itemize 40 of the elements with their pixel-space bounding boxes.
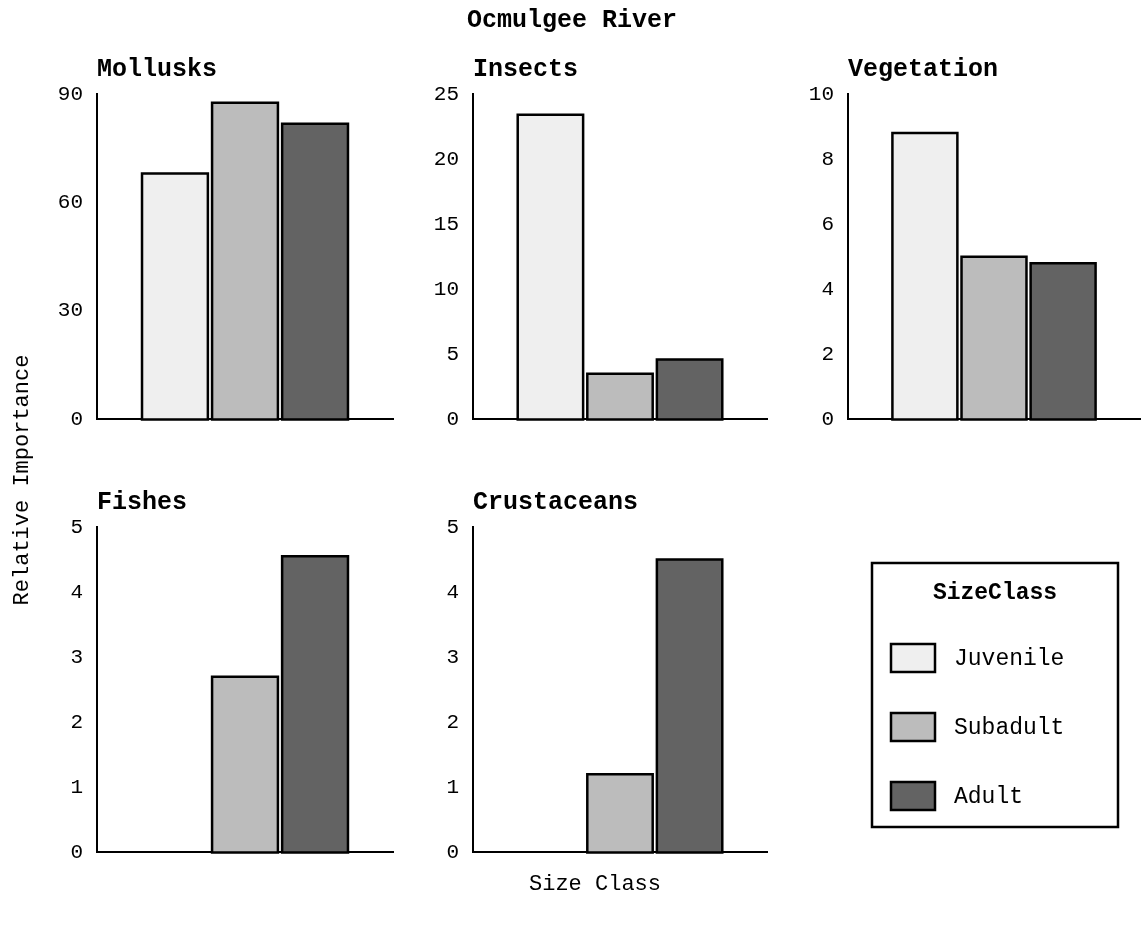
y-tick-label: 4 <box>821 277 834 301</box>
y-tick-label: 5 <box>70 515 83 539</box>
legend-label: Adult <box>954 784 1024 811</box>
y-tick-label: 0 <box>446 407 459 431</box>
chart-title: Mollusks <box>97 55 218 85</box>
y-tick-label: 4 <box>70 580 83 604</box>
y-tick-label: 1 <box>446 775 459 799</box>
y-tick-label: 30 <box>57 299 83 323</box>
y-tick-label: 20 <box>433 147 459 171</box>
y-tick-label: 25 <box>433 82 459 106</box>
y-tick-label: 90 <box>57 82 83 106</box>
y-tick-label: 2 <box>446 710 459 734</box>
y-tick-label: 2 <box>70 710 83 734</box>
y-tick-label: 3 <box>70 645 83 669</box>
y-tick-label: 10 <box>433 277 459 301</box>
y-tick-label: 0 <box>70 407 83 431</box>
y-tick-label: 15 <box>433 212 459 236</box>
y-tick-label: 0 <box>821 407 834 431</box>
y-tick-label: 5 <box>446 515 459 539</box>
y-tick-label: 5 <box>446 342 459 366</box>
y-tick-label: 2 <box>821 342 834 366</box>
legend-title: SizeClass <box>932 579 1058 606</box>
text: Ocmulgee River <box>465 6 678 35</box>
chart-title: Fishes <box>97 488 188 518</box>
legend-label: Subadult <box>954 715 1065 742</box>
text: Size Class <box>528 872 662 897</box>
chart-title: Insects <box>473 55 579 85</box>
y-tick-label: 8 <box>821 147 834 171</box>
text: Relative Importance <box>9 354 35 606</box>
y-tick-label: 60 <box>57 191 83 215</box>
y-tick-label: 4 <box>446 580 459 604</box>
y-tick-label: 10 <box>808 82 834 106</box>
y-tick-label: 3 <box>446 645 459 669</box>
y-tick-label: 0 <box>70 840 83 864</box>
y-tick-label: 6 <box>821 212 834 236</box>
chart-title: Vegetation <box>848 55 999 85</box>
legend-label: Juvenile <box>954 646 1065 673</box>
chart-title: Crustaceans <box>473 488 639 518</box>
y-tick-label: 1 <box>70 775 83 799</box>
y-tick-label: 0 <box>446 840 459 864</box>
